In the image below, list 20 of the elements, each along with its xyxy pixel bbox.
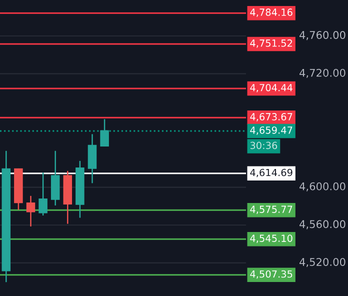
ref-line-label: 4,784.16 (250, 8, 292, 17)
candlestick (88, 134, 97, 184)
candlestick (50, 150, 60, 206)
text: 30:36 (250, 142, 278, 150)
ref-line-label: 4,704.44 (250, 84, 292, 92)
ref-line-label: 4,659.47 (250, 126, 292, 135)
ref-line-label: 4,673.67 (250, 113, 292, 122)
y-tick-label: 4,600.00 (300, 182, 346, 192)
candlestick (38, 172, 48, 216)
y-tick-label: 4,720.00 (300, 68, 346, 78)
candlestick (100, 119, 109, 147)
y-tick-label: 4,760.00 (300, 31, 346, 40)
ref-line-label: 4,751.52 (250, 39, 292, 48)
candlestick (26, 196, 36, 226)
ref-line-label: 4,507.35 (250, 270, 292, 279)
y-tick-label: 4,560.00 (300, 220, 346, 230)
ref-line-label: 4,545.10 (250, 234, 292, 243)
ref-line-label: 4,575.77 (250, 206, 292, 214)
ref-line-label: 4,614.69 (250, 168, 292, 178)
y-tick-label: 4,520.00 (300, 258, 346, 268)
